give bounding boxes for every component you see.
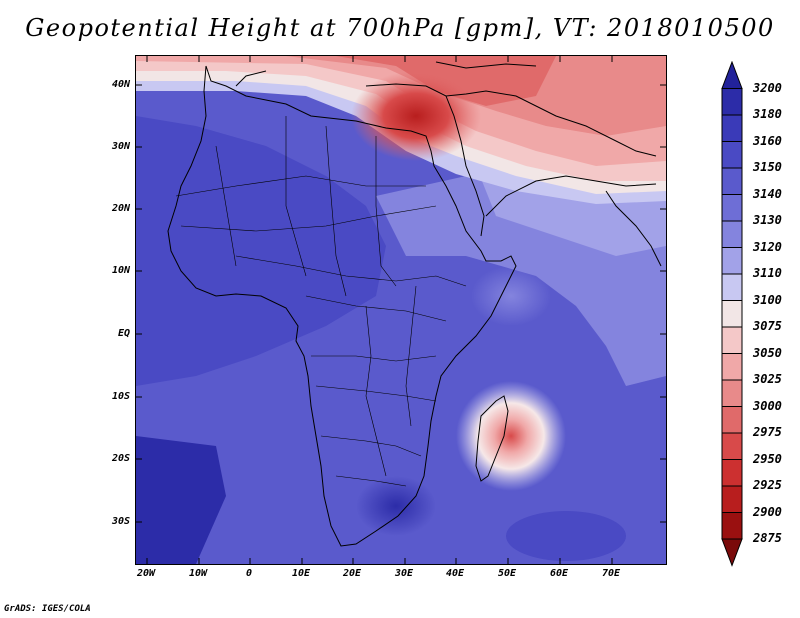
lat-label-20s: 20S	[111, 453, 130, 464]
lon-label-10e: 10E	[291, 568, 311, 579]
field-3150-east	[506, 511, 626, 561]
lon-label-0: 0	[245, 568, 253, 579]
map-title: Geopotential Height at 700hPa [gpm], VT:…	[25, 14, 775, 42]
colorbar-label: 2875	[753, 531, 782, 545]
lon-ticks	[146, 56, 613, 564]
colorbar-top-triangle	[721, 61, 743, 89]
lon-label-30e: 30E	[394, 568, 414, 579]
colorbar-label: 3100	[753, 292, 782, 307]
colorbar-label: 3130	[753, 213, 782, 227]
lon-label-40e: 40E	[445, 568, 465, 579]
lon-label-10w: 10W	[188, 568, 208, 579]
colorbar-segment	[721, 459, 743, 487]
colorbar-segment	[721, 300, 743, 328]
lon-label-20e: 20E	[342, 568, 362, 579]
colorbar-segment	[721, 167, 743, 195]
colorbar-segment	[721, 141, 743, 169]
colorbar-label: 3150	[753, 160, 782, 174]
colorbar-segment	[721, 247, 743, 275]
colorbar-segment	[721, 326, 743, 354]
geopotential-map	[136, 56, 666, 564]
country-borders	[175, 116, 467, 487]
colorbar-label: 3160	[753, 133, 782, 148]
colorbar-label: 3050	[753, 345, 782, 360]
colorbar-segment	[721, 353, 743, 381]
colorbar-label: 2925	[753, 478, 782, 492]
lat-ticks	[136, 84, 666, 523]
field-3160	[356, 476, 436, 536]
field-3180	[136, 436, 226, 564]
lat-label-10n: 10N	[111, 265, 130, 276]
low-mediterranean	[351, 71, 481, 161]
blob-3120	[471, 266, 551, 326]
colorbar-label: 3180	[753, 107, 782, 121]
lon-label-70e: 70E	[601, 568, 621, 579]
lat-label-eq: EQ	[117, 328, 130, 339]
colorbar-segment	[721, 485, 743, 513]
lat-label-30s: 30S	[111, 516, 130, 527]
colorbar-label: 3075	[753, 319, 782, 333]
lat-label-20n: 20N	[111, 203, 130, 214]
low-madagascar	[456, 381, 566, 491]
colorbar-label: 3000	[753, 398, 782, 413]
colorbar-label: 2900	[753, 504, 782, 519]
colorbar-label: 3025	[753, 372, 782, 386]
map-panel	[135, 55, 667, 565]
colorbar-segment	[721, 273, 743, 301]
colorbar-bottom-triangle	[721, 538, 743, 567]
colorbar-segment	[721, 88, 743, 116]
lon-label-20w: 20W	[136, 568, 156, 579]
colorbar-segment	[721, 194, 743, 222]
field-3150	[136, 116, 386, 386]
colorbar-segment	[721, 114, 743, 142]
colorbar-label: 3200	[753, 80, 782, 95]
field-3000	[196, 56, 666, 136]
lat-label-30n: 30N	[111, 141, 130, 152]
lon-label-50e: 50E	[497, 568, 517, 579]
colorbar-segment	[721, 406, 743, 434]
colorbar-label: 3140	[753, 186, 782, 201]
colorbar-label: 2975	[753, 425, 782, 439]
lat-label-10s: 10S	[111, 391, 130, 402]
lat-label-40n: 40N	[111, 79, 130, 90]
colorbar-label: 3120	[753, 239, 782, 254]
colorbar-graphic	[721, 61, 743, 567]
colorbar-segment	[721, 432, 743, 460]
colorbar-segment	[721, 512, 743, 540]
coastlines	[167, 61, 662, 547]
colorbar-segment	[721, 379, 743, 407]
colorbar-label: 3110	[753, 266, 782, 280]
colorbar-label: 2950	[753, 451, 782, 466]
colorbar-segment	[721, 220, 743, 248]
grads-credit: GrADS: IGES/COLA	[4, 604, 91, 614]
lon-label-60e: 60E	[549, 568, 569, 579]
